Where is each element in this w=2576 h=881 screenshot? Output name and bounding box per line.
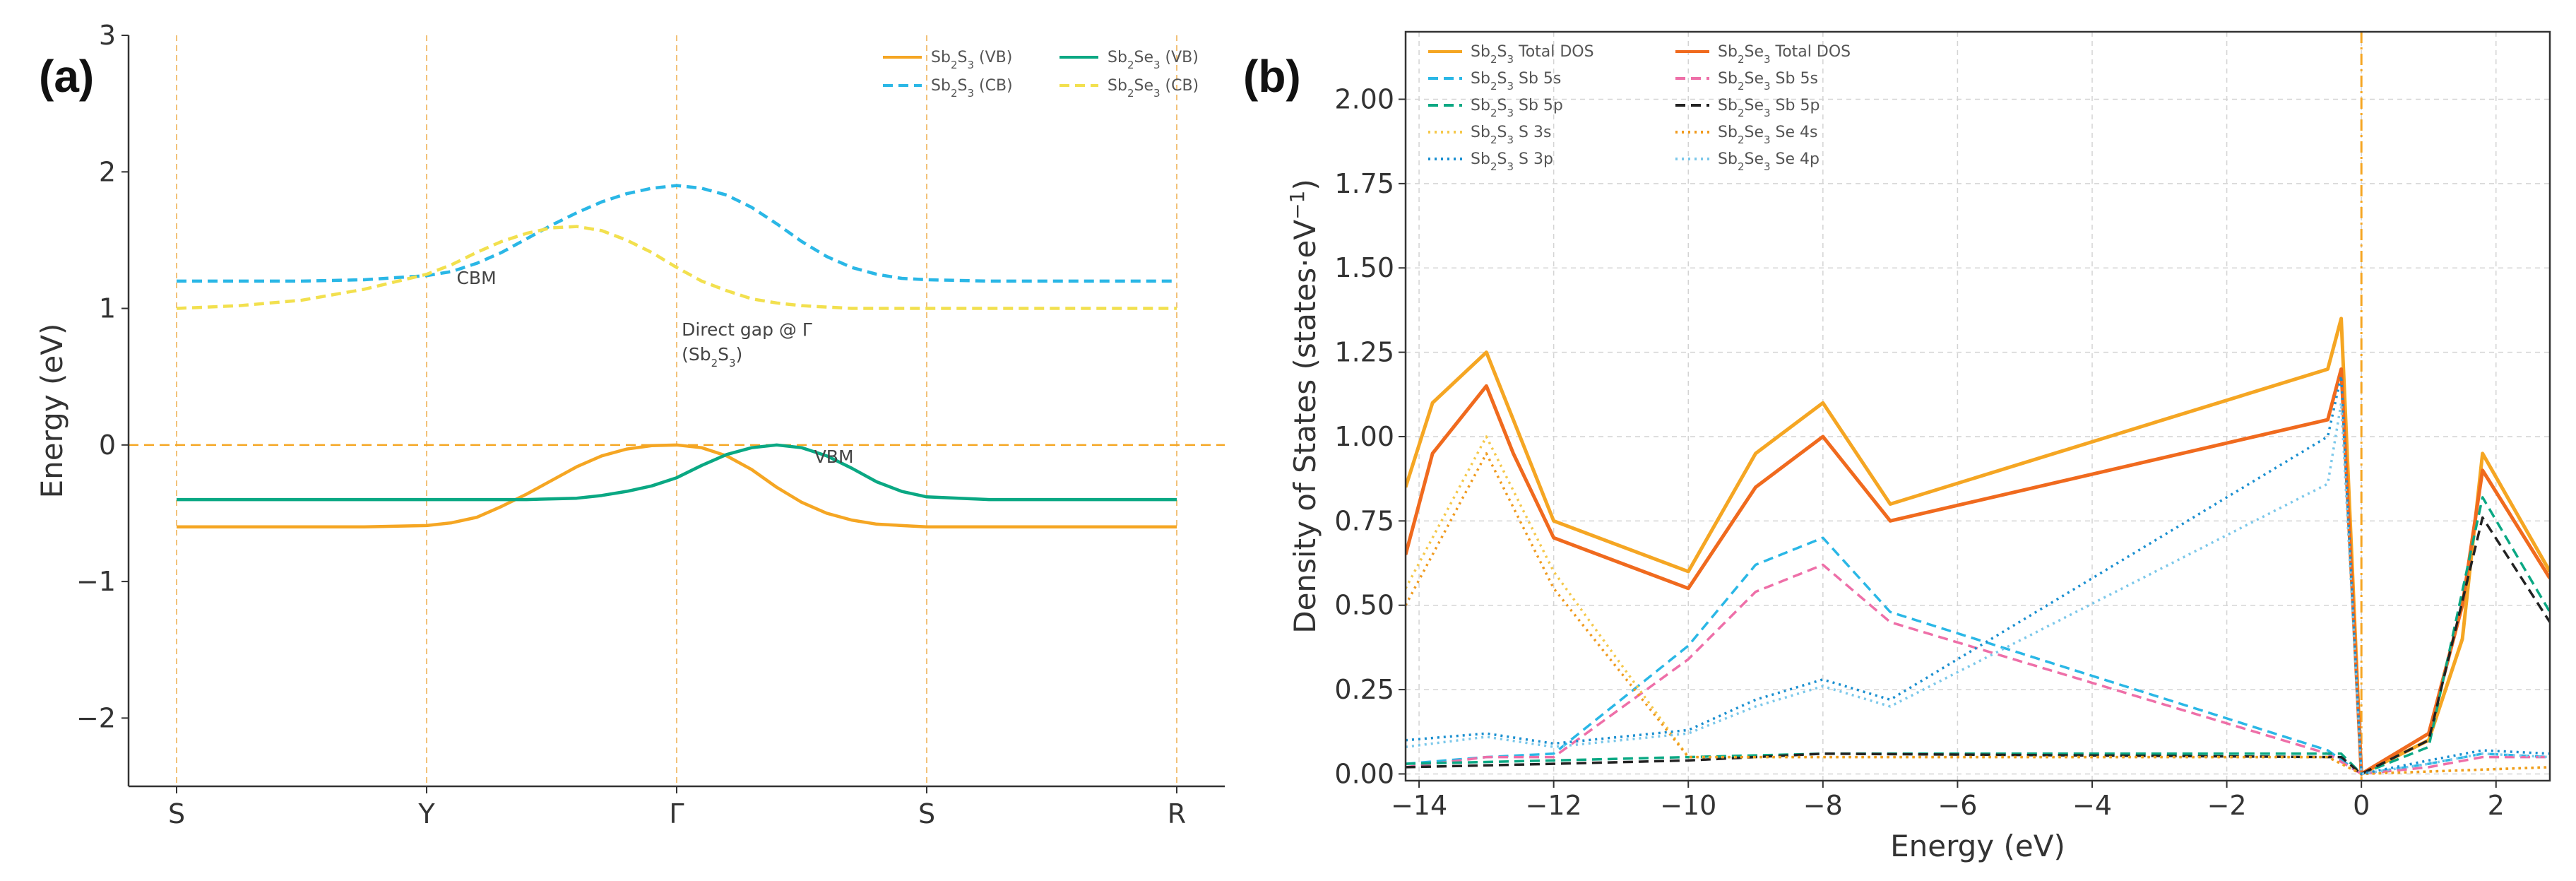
a-series-sb2s3-vb- (177, 443, 1177, 529)
b-legend-label: Sb2Se3 Se 4p (1718, 150, 1820, 173)
b-series-sb2se3-se-4p (1406, 401, 2550, 776)
a-ytick-label: −1 (76, 566, 116, 597)
b-xtick-label: 2 (2488, 790, 2505, 821)
a-ytick-label: 0 (99, 430, 116, 461)
a-legend-label: Sb2Se3 (VB) (1108, 49, 1199, 71)
a-annotation: (Sb2S3) (682, 344, 742, 369)
a-grid (176, 35, 1177, 786)
a-series-sb2se3-cb- (176, 225, 1177, 310)
a-kpoint-label: Γ (669, 798, 684, 829)
b-legend: Sb2S3 Total DOS Sb2Se3 Total DOS Sb2S3 Sb … (1428, 43, 1851, 173)
a-annotation: CBM (456, 268, 496, 288)
b-legend-label: Sb2Se3 Total DOS (1718, 43, 1851, 66)
b-ytick-label: 0.75 (1334, 505, 1394, 536)
b-series-sb2s3-total-dos (1406, 317, 2550, 776)
b-ytick-label: 1.75 (1334, 168, 1394, 199)
b-xtick-label: −8 (1803, 790, 1843, 821)
b-legend-label: Sb2S3 S 3p (1471, 150, 1553, 173)
a-ytick-label: 3 (99, 20, 116, 51)
band-structure-panel: (a) −2 −1 0 1 2 3 S Y Γ S R Energy (eV) CBM Direct… (35, 20, 1225, 829)
b-series-sb2se3-sb-5s (1406, 563, 2550, 776)
a-kpoint-label: S (918, 798, 935, 829)
a-kpoint-label: R (1168, 798, 1186, 829)
a-legend-label: Sb2S3 (VB) (931, 49, 1012, 71)
b-ytick-label: 0.00 (1334, 758, 1394, 789)
a-legend-label: Sb2Se3 (CB) (1108, 77, 1199, 100)
b-legend-label: Sb2Se3 Se 4s (1718, 124, 1817, 146)
b-ytick-label: 0.25 (1334, 674, 1394, 705)
b-series-group (1406, 317, 2550, 776)
a-ytick-label: −2 (76, 702, 116, 733)
b-xticks: −14 −12 −10 −8 −6 −4 −2 0 2 (1391, 781, 2505, 821)
b-ytick-label: 1.00 (1334, 421, 1394, 452)
b-legend-label: Sb2S3 Sb 5p (1471, 97, 1563, 119)
a-annotations: CBM Direct gap @ Γ (Sb2S3) VBM (456, 268, 853, 467)
b-legend-label: Sb2S3 Total DOS (1471, 43, 1594, 66)
b-series-sb2se3-sb-5p (1406, 516, 2550, 776)
a-legend-label: Sb2S3 (CB) (931, 77, 1013, 100)
b-legend-label: Sb2S3 Sb 5s (1471, 70, 1561, 93)
b-xtick-label: −2 (2207, 790, 2247, 821)
a-kpoint-label: S (168, 798, 185, 829)
b-legend-label: Sb2S3 S 3s (1471, 124, 1551, 146)
b-axes (1404, 30, 2551, 782)
a-ytick-label: 2 (99, 156, 116, 187)
b-legend-label: Sb2Se3 Sb 5s (1718, 70, 1818, 93)
a-series-group (176, 184, 1177, 529)
b-xtick-label: −12 (1526, 790, 1582, 821)
b-xtick-label: −14 (1391, 790, 1447, 821)
b-series-sb2s3-sb-5s (1406, 536, 2550, 776)
b-plot-frame (1404, 30, 2551, 782)
b-xtick-label: −10 (1660, 790, 1716, 821)
a-annotation: VBM (814, 447, 854, 467)
a-series-sb2se3-vb- (177, 443, 1177, 502)
b-xtick-label: 0 (2353, 790, 2370, 821)
b-grid (1406, 32, 2550, 781)
b-ytick-label: 1.25 (1334, 337, 1394, 368)
b-ytick-label: 2.00 (1334, 83, 1394, 114)
a-series-sb2s3-cb- (177, 184, 1177, 283)
b-series-sb2s3-s-3p (1406, 374, 2550, 776)
b-xtick-label: −4 (2072, 790, 2112, 821)
a-legend: Sb2S3 (VB) Sb2S3 (CB) Sb2Se3 (VB) Sb2Se3 (C… (883, 49, 1199, 100)
b-ylabel: Density of States (states·eV−1) (1286, 179, 1323, 634)
panel-label-a: (a) (39, 51, 94, 102)
b-xtick-label: −6 (1937, 790, 1977, 821)
b-series-sb2s3-sb-5p (1406, 496, 2550, 776)
a-ylabel: Energy (eV) (35, 324, 69, 499)
a-annotation: Direct gap @ Γ (682, 319, 812, 340)
b-xlabel: Energy (eV) (1890, 829, 2065, 863)
b-series-sb2se3-total-dos (1406, 367, 2550, 776)
a-ytick-label: 1 (99, 293, 116, 324)
a-kpoint-label: Y (417, 798, 435, 829)
b-legend-label: Sb2Se3 Sb 5p (1718, 97, 1820, 119)
b-ytick-label: 1.50 (1334, 252, 1394, 283)
b-yticks: 0.00 0.25 0.50 0.75 1.00 1.25 1.50 1.75 2.00 (1334, 83, 1406, 789)
b-ytick-label: 0.50 (1334, 590, 1394, 621)
dos-panel: (b) 0.00 0.25 0.50 0.75 1.00 1.25 1.50 1.75 2.00… (1243, 30, 2551, 863)
panel-label-b: (b) (1243, 51, 1301, 102)
a-yticks: −2 −1 0 1 2 3 (76, 20, 129, 733)
